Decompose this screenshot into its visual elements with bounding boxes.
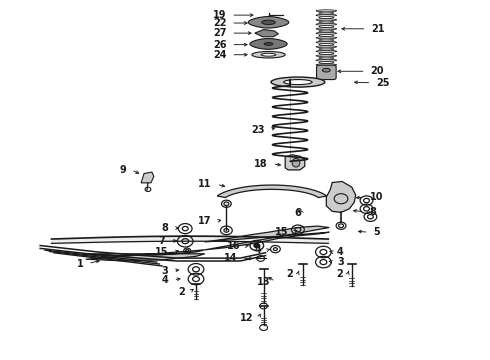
Text: 10: 10 bbox=[369, 192, 383, 202]
Ellipse shape bbox=[316, 19, 337, 21]
Text: 22: 22 bbox=[213, 18, 226, 28]
Text: 16: 16 bbox=[226, 241, 240, 251]
Text: 23: 23 bbox=[251, 125, 265, 135]
Polygon shape bbox=[217, 185, 327, 198]
Text: 2: 2 bbox=[286, 269, 293, 279]
Text: 4: 4 bbox=[162, 275, 169, 285]
Polygon shape bbox=[250, 39, 287, 49]
Ellipse shape bbox=[316, 46, 337, 48]
Ellipse shape bbox=[261, 53, 276, 56]
FancyBboxPatch shape bbox=[317, 65, 336, 80]
Polygon shape bbox=[86, 250, 205, 261]
Text: 3: 3 bbox=[337, 257, 344, 267]
Polygon shape bbox=[141, 172, 154, 183]
Polygon shape bbox=[326, 181, 356, 212]
Polygon shape bbox=[255, 30, 278, 37]
Ellipse shape bbox=[271, 77, 325, 87]
Ellipse shape bbox=[252, 51, 285, 58]
Text: 12: 12 bbox=[240, 312, 254, 323]
Text: 8: 8 bbox=[369, 207, 376, 217]
Text: 5: 5 bbox=[373, 227, 380, 237]
Text: 11: 11 bbox=[198, 179, 212, 189]
Ellipse shape bbox=[284, 80, 312, 85]
Text: 24: 24 bbox=[213, 50, 226, 60]
Ellipse shape bbox=[316, 41, 337, 43]
Text: 1: 1 bbox=[76, 258, 83, 269]
Ellipse shape bbox=[262, 20, 275, 24]
Polygon shape bbox=[248, 17, 289, 28]
Ellipse shape bbox=[316, 64, 337, 66]
Text: 6: 6 bbox=[294, 208, 301, 218]
Text: 2: 2 bbox=[336, 269, 343, 279]
Text: 17: 17 bbox=[198, 216, 212, 226]
Text: 27: 27 bbox=[213, 28, 226, 38]
Text: 4: 4 bbox=[255, 245, 262, 255]
Text: 20: 20 bbox=[370, 66, 384, 76]
Ellipse shape bbox=[316, 55, 337, 57]
Ellipse shape bbox=[316, 59, 337, 61]
Ellipse shape bbox=[316, 14, 337, 16]
Text: 7: 7 bbox=[158, 236, 165, 246]
Text: 26: 26 bbox=[213, 40, 226, 50]
Ellipse shape bbox=[264, 42, 273, 45]
Text: 14: 14 bbox=[223, 253, 237, 264]
Text: 13: 13 bbox=[257, 276, 270, 287]
Text: 8: 8 bbox=[162, 223, 169, 233]
Ellipse shape bbox=[316, 32, 337, 34]
Text: 3: 3 bbox=[162, 266, 169, 276]
Circle shape bbox=[254, 243, 260, 248]
Ellipse shape bbox=[316, 10, 337, 12]
Polygon shape bbox=[285, 155, 305, 170]
Text: 9: 9 bbox=[120, 165, 126, 175]
Text: 19: 19 bbox=[213, 10, 226, 20]
Polygon shape bbox=[205, 226, 329, 250]
Text: 15: 15 bbox=[155, 247, 169, 257]
Ellipse shape bbox=[316, 50, 337, 52]
Ellipse shape bbox=[322, 68, 330, 72]
Ellipse shape bbox=[292, 158, 300, 167]
Text: 18: 18 bbox=[254, 159, 268, 169]
Text: 4: 4 bbox=[337, 247, 344, 257]
Ellipse shape bbox=[316, 23, 337, 25]
Ellipse shape bbox=[316, 37, 337, 39]
Text: 21: 21 bbox=[371, 24, 385, 34]
Ellipse shape bbox=[316, 28, 337, 30]
Text: 15: 15 bbox=[274, 227, 288, 237]
Text: 25: 25 bbox=[376, 78, 390, 88]
Text: 2: 2 bbox=[178, 287, 185, 297]
